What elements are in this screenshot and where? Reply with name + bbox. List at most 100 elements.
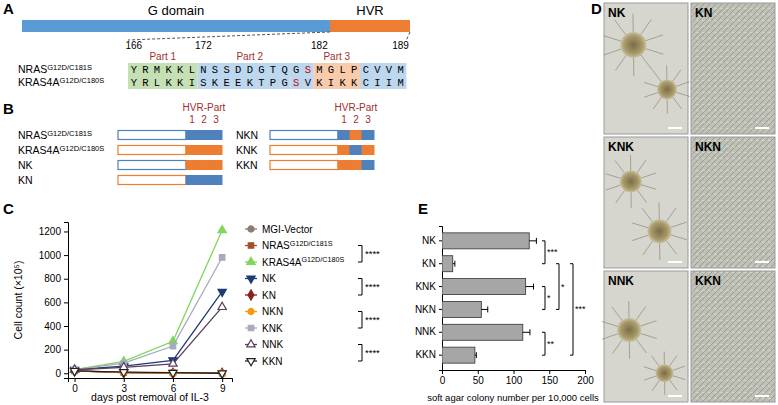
- tick-mark: [439, 355, 442, 356]
- tick: 200: [577, 370, 594, 386]
- hvr-part-box: [186, 161, 198, 170]
- micrograph-image: [691, 137, 775, 268]
- tick-label: 150: [541, 375, 558, 386]
- scale-bar: [755, 127, 769, 129]
- tick-label: 9: [220, 383, 226, 394]
- y-axis-title: Cell count (×10⁵): [12, 261, 24, 340]
- cell-colony: [647, 219, 671, 243]
- tick-mark: [439, 286, 442, 287]
- tick-label: NNK: [415, 326, 436, 337]
- plot-area: [442, 233, 536, 363]
- panel-d: NKKNKNKNKNNNKKKN: [602, 3, 775, 402]
- tick: NK: [422, 235, 442, 246]
- tick-mark: [64, 302, 68, 303]
- tick: 600: [44, 297, 68, 308]
- tick: 0: [72, 378, 78, 394]
- domain-bar: [22, 20, 330, 32]
- series-line: [75, 371, 223, 373]
- text-part: KRAS4A: [262, 257, 302, 268]
- tick: 400: [44, 321, 68, 332]
- data-point: [219, 255, 224, 260]
- superscript: G12D/C180S: [59, 76, 104, 85]
- part-label: Part 3: [323, 51, 350, 62]
- tick: 200: [44, 344, 68, 355]
- scale-bar: [668, 127, 682, 129]
- tick-label: 1200: [39, 226, 62, 237]
- tick-mark: [173, 378, 174, 382]
- domain-label: HVR: [356, 3, 383, 18]
- g-domain-box: [118, 161, 186, 170]
- panel-a: G domainHVR166172182189NRASG12D/C181SYRM…: [18, 3, 410, 89]
- micrograph-label: NK: [608, 6, 626, 20]
- hvr-part-box: [362, 161, 374, 170]
- tick-mark: [514, 370, 515, 374]
- g-domain-box: [270, 161, 338, 170]
- tick-label: 400: [44, 321, 61, 332]
- domain-bar: [330, 20, 410, 32]
- axis-line: [439, 227, 443, 371]
- domain-label: G domain: [148, 3, 204, 18]
- text-part: NRAS: [18, 63, 47, 75]
- tick-label: NKN: [415, 304, 436, 315]
- legend-label: NNK: [262, 339, 283, 350]
- residues: YRLKKI: [131, 77, 201, 89]
- residues: CIIM: [363, 77, 409, 89]
- significance-label: ****: [365, 248, 380, 259]
- hvr-part-number: 1: [341, 114, 347, 125]
- micrograph: KKN: [691, 271, 775, 402]
- hvr-part-box: [210, 146, 222, 155]
- hvr-part-box: [186, 146, 198, 155]
- legend-marker: [248, 226, 254, 232]
- construct-name: KRAS4AG12D/C180S: [18, 144, 104, 156]
- tick: 1000: [39, 250, 68, 261]
- data-point: [120, 370, 128, 377]
- tick-label: 50: [473, 375, 485, 386]
- series-line: [75, 292, 223, 370]
- scale-bar: [668, 261, 682, 263]
- position-label: 189: [392, 40, 409, 51]
- tick: NNK: [415, 326, 442, 337]
- construct-name: NKN: [236, 129, 258, 141]
- tick-mark: [549, 370, 550, 374]
- construct-name: NRASG12D/C181S: [18, 129, 92, 141]
- construct-name: NK: [18, 159, 33, 171]
- panel-b: HVR-Part123NRASG12D/C181SKRAS4AG12D/C180…: [18, 102, 378, 186]
- hvr-part-box: [350, 146, 362, 155]
- zoom-line: [128, 32, 330, 40]
- construct-name: KKN: [236, 159, 258, 171]
- micrograph: KNK: [604, 137, 688, 268]
- hvr-part-box: [186, 131, 198, 140]
- significance-label: **: [547, 339, 555, 349]
- significance-bracket: [570, 264, 573, 355]
- tick-label: 1000: [39, 250, 62, 261]
- residues: CVVM: [363, 64, 409, 76]
- legend-label: KKN: [262, 356, 283, 367]
- tick-label: 0: [72, 383, 78, 394]
- residues: YRMKKL: [131, 64, 201, 76]
- hvr-part-box: [362, 131, 374, 140]
- bar: [442, 301, 481, 317]
- hvr-part-box: [338, 131, 350, 140]
- tick-mark: [439, 263, 442, 264]
- bar: [442, 279, 526, 295]
- tick-label: 200: [577, 375, 594, 386]
- data-point: [120, 363, 128, 370]
- data-point: [70, 369, 78, 376]
- hvr-part-box: [338, 146, 350, 155]
- micrograph-label: KNK: [608, 140, 634, 154]
- series-line: [75, 371, 223, 373]
- cell-colony: [657, 79, 677, 99]
- scale-bar: [755, 395, 769, 397]
- tick: KKN: [415, 349, 442, 360]
- data-point: [169, 359, 177, 366]
- superscript: G12D/C180S: [301, 255, 344, 264]
- g-domain-box: [118, 176, 186, 185]
- data-point: [218, 225, 226, 232]
- g-domain-box: [118, 131, 186, 140]
- panel-c: 0369020040060080010001200days post remov…: [12, 223, 380, 404]
- tick: KN: [422, 258, 442, 269]
- text-part: NRAS: [18, 129, 47, 141]
- superscript: G12D/C180S: [59, 144, 104, 153]
- micrograph-label: KKN: [695, 274, 721, 288]
- hvr-part-number: 3: [365, 114, 371, 125]
